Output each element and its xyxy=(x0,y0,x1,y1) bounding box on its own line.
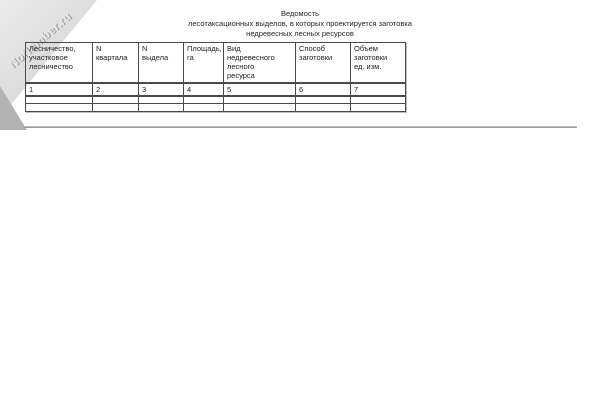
empty-cell xyxy=(223,103,296,112)
empty-cell xyxy=(350,103,406,112)
col-header-harvest-method: Способ заготовки xyxy=(295,42,351,84)
empty-cell xyxy=(25,103,93,112)
empty-cell xyxy=(138,103,184,112)
table-header-row: Лесничество, участковое лесничество N кв… xyxy=(25,42,406,84)
vedomost-table: Лесничество, участковое лесничество N кв… xyxy=(25,42,406,112)
empty-cell xyxy=(138,95,184,104)
column-number: 5 xyxy=(223,82,296,97)
empty-cell xyxy=(295,95,351,104)
empty-cell xyxy=(183,95,224,104)
title-line-2: лесотаксационных выделов, в которых прое… xyxy=(188,19,412,28)
col-header-harvest-volume: Объем заготовки ед. изм. xyxy=(350,42,406,84)
empty-cell xyxy=(92,95,139,104)
empty-cell xyxy=(92,103,139,112)
col-header-area: Площадь, га xyxy=(183,42,224,84)
table-row xyxy=(25,95,406,104)
column-number: 6 xyxy=(295,82,351,97)
document-title: Ведомость лесотаксационных выделов, в ко… xyxy=(0,9,600,39)
empty-cell xyxy=(223,95,296,104)
col-header-quarter-number: N квартала xyxy=(92,42,139,84)
empty-cell xyxy=(295,103,351,112)
table-row xyxy=(25,103,406,112)
col-header-resource-type: Вид недревесного лесного ресурса xyxy=(223,42,296,84)
title-line-1: Ведомость xyxy=(281,9,319,18)
column-number: 3 xyxy=(138,82,184,97)
title-line-3: недревесных лесных ресурсов xyxy=(246,29,354,38)
col-header-forestry: Лесничество, участковое лесничество xyxy=(25,42,93,84)
page-divider xyxy=(23,126,577,128)
column-number: 1 xyxy=(25,82,93,97)
column-number: 7 xyxy=(350,82,406,97)
empty-cell xyxy=(350,95,406,104)
empty-cell xyxy=(183,103,224,112)
column-number: 2 xyxy=(92,82,139,97)
column-number-row: 1 2 3 4 5 6 7 xyxy=(25,82,406,97)
col-header-vydel-number: N выдела xyxy=(138,42,184,84)
column-number: 4 xyxy=(183,82,224,97)
empty-cell xyxy=(25,95,93,104)
